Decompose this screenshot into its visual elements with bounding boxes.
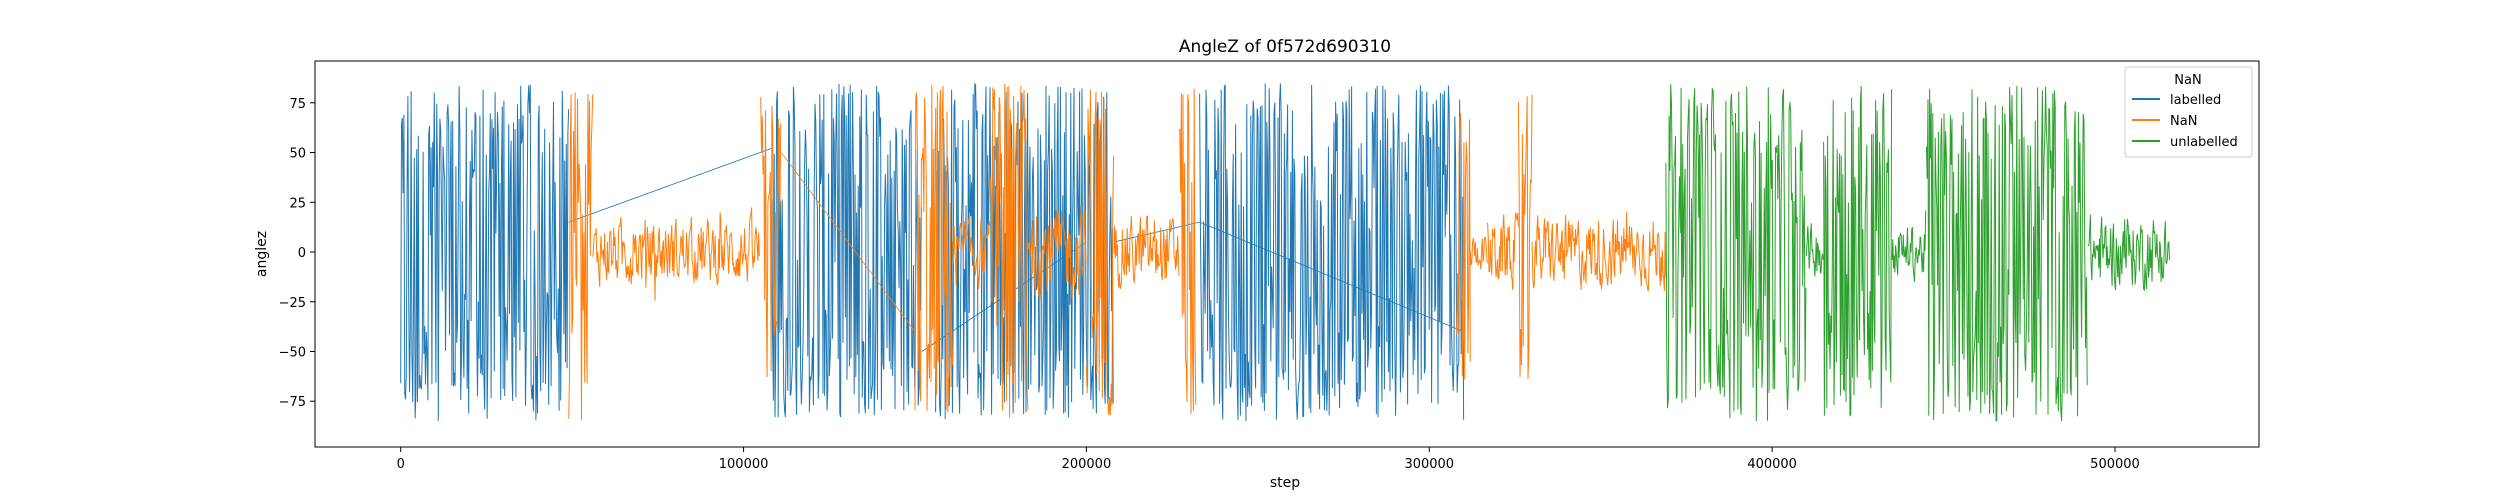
series-nan-segment-13 (1517, 94, 1533, 379)
legend-label-nan: NaN (2170, 114, 2197, 129)
series-nan-connector-0 (780, 152, 916, 332)
x-tick-label: 500000 (2090, 457, 2140, 472)
series-unlabelled-segment-3 (1891, 210, 1927, 283)
x-tick-label: 400000 (1747, 457, 1797, 472)
x-axis-label: step (1270, 475, 1300, 491)
x-tick-label: 200000 (1062, 457, 1112, 472)
series-nan-segment-12 (1487, 212, 1519, 291)
series-nan (568, 83, 1667, 421)
series-nan-segment-14 (1531, 211, 1667, 292)
x-tick-label: 100000 (719, 457, 769, 472)
y-tick-label: 75 (289, 97, 306, 112)
series-nan-segment-2 (760, 97, 782, 378)
y-tick-label: 50 (289, 147, 306, 162)
series-unlabelled-segment-5 (2087, 214, 2170, 291)
series-nan-segment-9 (1178, 88, 1197, 415)
legend-box (2124, 66, 2253, 158)
series-labelled-segment-1 (770, 83, 922, 418)
series-nan-segment-10 (1456, 113, 1471, 380)
series-nan-segment-7 (1085, 89, 1115, 416)
y-tick-label: 25 (289, 196, 306, 211)
chart-title: AngleZ of 0f572d690310 (1179, 37, 1391, 57)
plot-lines (400, 83, 2170, 422)
series-labelled-segment-0 (400, 84, 570, 421)
series-nan-segment-0 (568, 92, 594, 421)
y-axis-label: anglez (254, 231, 270, 277)
x-tick-label: 300000 (1404, 457, 1454, 472)
series-nan-segment-1 (592, 207, 761, 301)
y-axis: −75 −50 −25 0 25 50 75 (279, 97, 315, 410)
series-unlabelled-segment-4 (1925, 85, 2088, 422)
y-tick-label: −25 (279, 296, 306, 311)
series-unlabelled-segment-1 (1805, 223, 1824, 277)
series-nan-segment-3 (914, 85, 954, 413)
series-nan-segment-4 (952, 212, 991, 289)
plot-frame (314, 60, 2260, 448)
y-tick-label: −75 (279, 395, 306, 410)
series-nan-segment-8 (1113, 215, 1180, 290)
legend-label-unlabelled: unlabelled (2170, 135, 2238, 150)
legend-label-labelled: labelled (2170, 93, 2221, 108)
y-tick-label: 0 (298, 246, 306, 261)
x-axis: 0 100000 200000 300000 400000 500000 (397, 447, 2140, 472)
series-labelled-connector-3 (1199, 221, 1464, 332)
x-tick-label: 0 (397, 457, 405, 472)
series-nan-segment-11 (1469, 236, 1488, 270)
legend-title: NaN (2174, 73, 2201, 88)
series-labelled-connector-0 (568, 148, 772, 223)
series-labelled-segment-3 (1199, 83, 1465, 422)
series-unlabelled (1665, 84, 2170, 422)
legend: NaN labelled NaN unlabelled (2124, 66, 2253, 158)
series-unlabelled-segment-2 (1823, 86, 1893, 417)
y-tick-label: −50 (279, 345, 306, 360)
series-nan-segment-5 (989, 83, 1029, 418)
series-nan-segment-6 (1027, 205, 1087, 303)
series-unlabelled-segment-0 (1665, 84, 1807, 422)
series-labelled-segment-2 (935, 83, 1114, 419)
